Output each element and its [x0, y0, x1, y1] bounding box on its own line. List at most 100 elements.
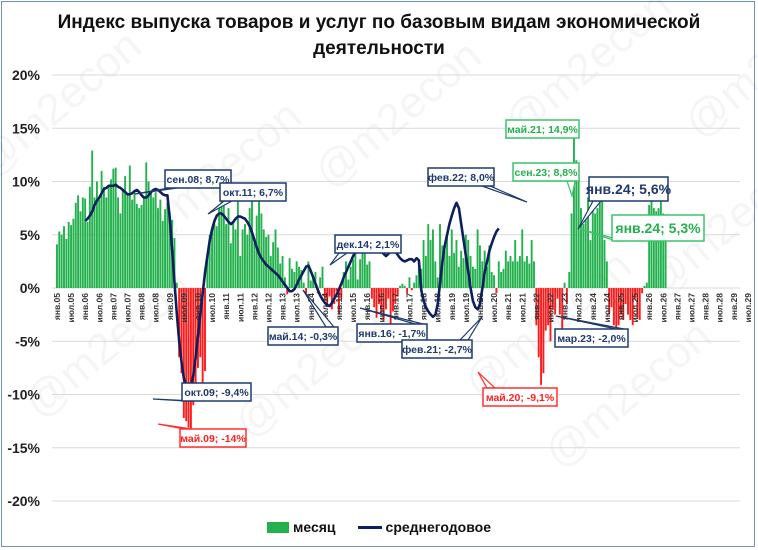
- x-tick-label: июл.28: [715, 293, 725, 323]
- annotation-callout: сен.08; 8,7%: [134, 169, 232, 195]
- annotation-label: мар.23; -2,0%: [557, 333, 626, 345]
- annotation-callout: окт.09; -9,4%: [152, 382, 252, 402]
- annotation-callout: окт.11; 6,7%: [207, 182, 287, 215]
- x-tick-label: июл.09: [179, 293, 189, 323]
- x-tick-label: июл.05: [66, 293, 76, 323]
- annotation-callout: май.14; -0,3%: [267, 289, 339, 346]
- annotation-callout: дек.14; 2,1%: [329, 234, 402, 266]
- x-tick-label: янв.06: [80, 293, 90, 320]
- legend-label: месяц: [293, 519, 336, 535]
- annotation-label: май.20; -9,1%: [486, 392, 555, 404]
- y-tick-label: 5%: [20, 227, 41, 243]
- x-tick-label: янв.24: [588, 293, 598, 320]
- annotation-callout: сен.23; 8,8%: [512, 162, 580, 199]
- x-tick-label: июл.14: [320, 293, 330, 323]
- watermark-text: @m2econ: [0, 21, 151, 188]
- x-tick-label: июл.19: [461, 293, 471, 323]
- annotation-label: янв.24; 5,3%: [615, 220, 701, 236]
- annotation-label: май.21; 14,9%: [507, 124, 578, 136]
- x-tick-label: янв.17: [390, 293, 400, 320]
- annotation-label: фев.21; -2,7%: [402, 344, 472, 356]
- x-tick-label: июл.24: [602, 293, 612, 323]
- x-tick-label: янв.05: [52, 293, 62, 320]
- y-tick-label: -5%: [15, 333, 40, 349]
- x-tick-label: янв.11: [221, 293, 231, 320]
- x-tick-label: янв.21: [503, 293, 513, 320]
- watermark-text: @m2econ: [675, 0, 758, 148]
- y-tick-label: -10%: [7, 387, 40, 403]
- x-tick-label: июл.15: [348, 293, 358, 323]
- x-tick-label: июл.10: [207, 293, 217, 323]
- x-tick-label: июл.12: [264, 293, 274, 323]
- legend-label: среднегодовое: [385, 519, 491, 535]
- x-tick-label: янв.10: [193, 293, 203, 320]
- annotation-label: окт.11; 6,7%: [223, 187, 284, 199]
- line-swatch-icon: [357, 525, 382, 529]
- y-tick-label: 15%: [12, 120, 41, 136]
- y-tick-label: 10%: [12, 174, 41, 190]
- x-tick-label: янв.15: [334, 293, 344, 320]
- x-tick-label: янв.22: [531, 293, 541, 320]
- x-tick-label: янв.29: [729, 293, 739, 320]
- annotation-callout: янв.24; 5,6%: [577, 176, 672, 230]
- legend-item-month: месяц: [267, 519, 336, 535]
- x-tick-label: июл.23: [574, 293, 584, 323]
- x-tick-label: июл.22: [546, 293, 556, 323]
- annotation-callout: май.09; -14%: [157, 423, 247, 448]
- y-tick-label: -15%: [7, 440, 40, 456]
- x-tick-label: янв.08: [137, 293, 147, 320]
- x-tick-label: янв.14: [306, 293, 316, 320]
- annotation-label: май.14; -0,3%: [269, 331, 338, 343]
- x-tick-label: янв.26: [644, 293, 654, 320]
- annotation-label: май.09; -14%: [180, 433, 246, 445]
- x-tick-label: янв.18: [419, 293, 429, 320]
- annotation-callout: янв.16; -1,7%: [356, 307, 428, 343]
- annotation-label: фев.22; 8,0%: [428, 172, 495, 184]
- x-tick-label: июл.13: [292, 293, 302, 323]
- x-tick-label: янв.28: [701, 293, 711, 320]
- x-tick-label: янв.12: [249, 293, 259, 320]
- x-tick-label: июл.25: [630, 293, 640, 323]
- x-tick-label: июл.27: [687, 293, 697, 323]
- annotations: сен.08; 8,7% окт.09; -9,4% май.09; -14% окт…: [134, 119, 705, 448]
- bar-swatch-icon: [267, 521, 289, 533]
- annotation-callout: май.20; -9,1%: [477, 371, 558, 407]
- x-tick-label: янв.27: [672, 293, 682, 320]
- x-tick-label: янв.25: [616, 293, 626, 320]
- x-tick-label: июл.29: [743, 293, 753, 323]
- x-tick-label: янв.19: [447, 293, 457, 320]
- y-tick-label: 20%: [12, 67, 41, 83]
- annotation-label: янв.24; 5,6%: [586, 181, 672, 197]
- annotation-callout: янв.24; 5,3%: [579, 214, 705, 242]
- x-tick-label: июл.17: [405, 293, 415, 323]
- x-tick-label: июл.06: [94, 293, 104, 323]
- annotation-label: окт.09; -9,4%: [184, 387, 249, 399]
- annotation-callout: мар.23; -2,0%: [554, 315, 629, 348]
- chart-title: Индекс выпуска товаров и услуг по базовы…: [57, 12, 701, 59]
- x-tick-label: июл.21: [517, 293, 527, 323]
- x-tick-label: июл.26: [658, 293, 668, 323]
- annotation-callout: фев.21; -2,7%: [401, 316, 483, 359]
- x-tick-label: янв.23: [560, 293, 570, 320]
- legend-item-annual-average: среднегодовое: [357, 519, 491, 535]
- x-tick-label: июл.16: [376, 293, 386, 323]
- x-tick-label: июл.08: [151, 293, 161, 323]
- x-tick-label: июл.20: [489, 293, 499, 323]
- annotation-callout: май.21; 14,9%: [505, 119, 580, 139]
- annotation-label: янв.16; -1,7%: [358, 328, 426, 340]
- x-tick-label: июл.07: [123, 293, 133, 323]
- annotation-label: дек.14; 2,1%: [337, 239, 400, 251]
- x-tick-label: янв.13: [278, 293, 288, 320]
- annual-average-line: [84, 183, 500, 390]
- y-tick-label: -20%: [7, 493, 40, 509]
- x-tick-label: янв.07: [108, 293, 118, 320]
- y-axis: 20% 15% 10% 5% 0% -5% -10% -15% -20%: [7, 67, 40, 509]
- annotation-label: сен.08; 8,7%: [167, 174, 231, 186]
- annotation-callout: фев.22; 8,0%: [427, 167, 528, 203]
- x-tick-label: июл.11: [235, 293, 245, 322]
- y-tick-label: 0%: [20, 280, 41, 296]
- x-tick-label: янв.09: [165, 293, 175, 320]
- x-tick-label: янв.16: [362, 293, 372, 320]
